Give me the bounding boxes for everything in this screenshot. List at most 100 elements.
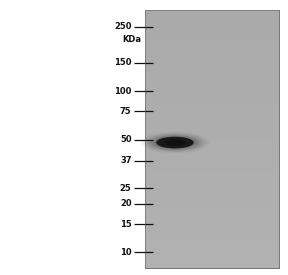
Ellipse shape [155, 136, 195, 149]
Bar [145, 53, 279, 57]
Bar [145, 70, 279, 74]
Bar [145, 165, 279, 169]
Bar [145, 199, 279, 204]
Bar [145, 139, 279, 143]
Bar [145, 147, 279, 152]
Bar [145, 96, 279, 100]
Bar [145, 74, 279, 79]
Bar [145, 264, 279, 268]
Bar [145, 10, 279, 268]
Bar [145, 234, 279, 238]
Ellipse shape [156, 137, 194, 148]
Ellipse shape [158, 137, 192, 148]
Ellipse shape [165, 139, 185, 146]
Bar [145, 18, 279, 23]
Ellipse shape [163, 139, 187, 146]
Bar [145, 10, 279, 14]
Bar [145, 173, 279, 178]
Text: 15: 15 [120, 219, 132, 229]
Bar [145, 48, 279, 53]
Bar [145, 143, 279, 147]
Bar [145, 216, 279, 221]
Bar [145, 195, 279, 199]
Bar [145, 221, 279, 225]
Text: 20: 20 [120, 199, 132, 208]
Bar [145, 61, 279, 66]
Ellipse shape [171, 141, 179, 144]
Bar [145, 40, 279, 44]
Bar [145, 242, 279, 247]
Bar [145, 14, 279, 18]
Bar [145, 23, 279, 27]
Ellipse shape [149, 134, 201, 151]
Text: 50: 50 [120, 135, 132, 144]
Bar [145, 100, 279, 104]
Bar [145, 10, 279, 268]
Ellipse shape [157, 137, 193, 148]
Ellipse shape [164, 139, 186, 146]
Ellipse shape [169, 141, 181, 144]
Bar [145, 225, 279, 229]
Ellipse shape [167, 140, 183, 145]
Ellipse shape [165, 140, 184, 145]
Bar [145, 57, 279, 61]
Ellipse shape [156, 137, 194, 148]
Ellipse shape [170, 141, 180, 144]
Bar [145, 44, 279, 48]
Bar [145, 260, 279, 264]
Text: 10: 10 [120, 248, 132, 257]
Bar [145, 160, 279, 165]
Bar [145, 35, 279, 40]
Bar [145, 87, 279, 92]
Bar [145, 134, 279, 139]
Bar [145, 31, 279, 35]
Bar [145, 251, 279, 255]
Bar [145, 113, 279, 117]
Bar [145, 229, 279, 234]
Bar [145, 208, 279, 212]
Bar [145, 92, 279, 96]
Bar [145, 255, 279, 260]
Ellipse shape [153, 136, 197, 149]
Ellipse shape [168, 141, 182, 145]
Bar [145, 122, 279, 126]
Bar [145, 117, 279, 122]
Bar [145, 212, 279, 216]
Ellipse shape [170, 141, 179, 144]
Bar [145, 104, 279, 109]
Bar [145, 126, 279, 130]
Ellipse shape [150, 135, 200, 150]
Bar [145, 109, 279, 113]
Text: 37: 37 [120, 156, 132, 165]
Ellipse shape [160, 138, 190, 147]
Bar [145, 156, 279, 160]
Ellipse shape [172, 142, 178, 143]
Bar [145, 182, 279, 186]
Bar [145, 204, 279, 208]
Bar [145, 191, 279, 195]
Text: 150: 150 [114, 58, 132, 67]
Bar [145, 27, 279, 31]
Text: 100: 100 [114, 87, 132, 96]
Bar [145, 169, 279, 173]
Bar [145, 152, 279, 156]
Ellipse shape [152, 135, 198, 150]
Ellipse shape [162, 139, 188, 147]
Bar [145, 247, 279, 251]
Bar [145, 238, 279, 242]
Text: 25: 25 [120, 184, 132, 193]
Bar [145, 83, 279, 87]
Bar [145, 178, 279, 182]
Bar [145, 186, 279, 191]
Ellipse shape [165, 139, 185, 146]
Bar [145, 130, 279, 134]
Text: 250: 250 [114, 23, 132, 31]
Ellipse shape [166, 140, 183, 145]
Bar [145, 79, 279, 83]
Text: 75: 75 [120, 107, 132, 116]
Ellipse shape [159, 138, 191, 148]
Bar [145, 66, 279, 70]
Ellipse shape [160, 138, 190, 147]
Text: KDa: KDa [122, 35, 141, 44]
Ellipse shape [161, 138, 189, 147]
